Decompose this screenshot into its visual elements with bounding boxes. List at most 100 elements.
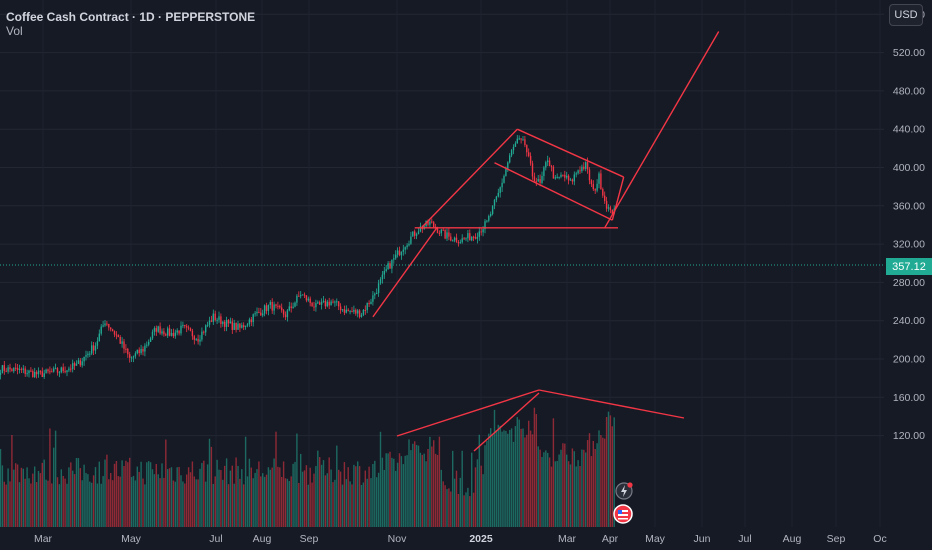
candle-body [558,176,560,178]
volume-bar [197,479,199,527]
candle-body [457,241,460,244]
volume-bar [505,430,507,527]
candle-body [326,301,328,307]
volume-bar [231,465,233,527]
candle-body [290,306,292,308]
candle-body [385,269,387,271]
candle-body [324,300,327,307]
candle-body [484,221,486,230]
volume-bar [106,454,108,527]
volume-bar [427,449,429,527]
channel-close [611,176,625,221]
candle-body [547,160,549,163]
candle-body [15,367,17,369]
volume-bar [102,476,104,527]
volume-bar [79,468,81,527]
candle-body [566,175,568,178]
volume-bar [467,487,469,527]
volume-bar [339,471,342,527]
candle-body [47,369,49,372]
volume-bar [18,482,21,527]
symbol-title[interactable]: Coffee Cash Contract · 1D · PEPPERSTONE [6,10,256,24]
volume-bar [326,473,328,527]
volume-bar [594,448,596,527]
volume-bar [609,415,612,527]
volume-bar [275,431,277,527]
volume-bar [260,476,262,527]
candle-body [345,309,347,313]
candle-body [455,237,458,242]
candle-body [282,310,285,315]
volume-bar [436,454,439,527]
volume-bar [47,480,49,527]
volume-bar [233,483,235,527]
candle-body [81,361,83,366]
candle-body [102,325,104,327]
candle-body [529,155,532,164]
candle-body [366,302,368,311]
candle-body [322,300,325,302]
volume-bar [53,447,55,527]
channel-upper [421,128,518,228]
candle-body [564,174,566,178]
volume-bar [35,482,38,527]
volume-bar [203,460,205,527]
volume-bar [94,467,97,527]
volume-bar [155,463,157,527]
candle-body [349,311,351,313]
channel-lower [494,162,613,221]
volume-bar [469,496,471,527]
volume-bar [157,474,159,527]
price-tick-label: 200.00 [893,354,925,366]
candle-body [214,313,216,321]
candle-body [370,301,372,304]
volume-bar [167,469,169,527]
candle-body [522,139,524,141]
candle-body [404,247,406,250]
candle-body [110,327,112,330]
candle-body [497,192,499,197]
candle-body [79,360,81,366]
candle-body [292,306,294,308]
news-flag-icon[interactable] [612,503,634,525]
volume-bar [305,465,308,527]
currency-button[interactable]: USD [889,4,923,26]
volume-bar [484,445,486,527]
candle-body [328,301,330,306]
candle-body [440,229,442,234]
candle-body [0,372,2,375]
candle-body [499,187,501,193]
candle-body [514,143,517,147]
volume-bar [419,452,422,527]
flash-icon[interactable] [614,481,634,501]
candle-body [72,363,74,370]
candle-body [543,167,545,176]
candle-body [351,311,353,313]
volume-bar [410,450,412,527]
volume-bar [32,473,34,527]
candle-body [161,331,163,334]
volume-bar [547,452,549,527]
volume-bar [389,451,391,527]
volume-bar [516,417,518,527]
volume-bar [273,458,275,527]
candle-body [467,233,469,239]
candle-body [193,336,195,340]
candle-body [317,302,319,304]
volume-legend[interactable]: Vol [6,24,23,38]
volume-bar [37,470,40,527]
volume-bar [471,452,473,527]
volume-bar [41,462,43,527]
candle-body [465,238,467,240]
candle-body [442,229,444,231]
volume-bar [159,478,161,527]
candle-body [113,331,116,335]
candle-body [148,341,150,345]
volume-bar [362,482,365,527]
candle-body [490,214,492,216]
candle-body [362,309,365,315]
volume-bar [482,474,484,527]
candle-body [159,326,161,334]
